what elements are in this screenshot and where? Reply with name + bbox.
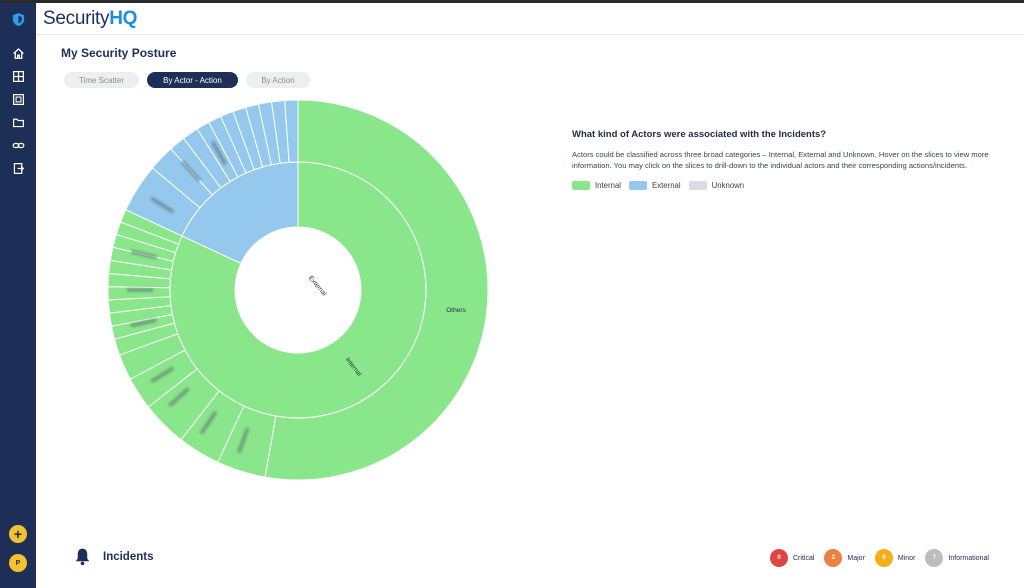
blurred-slice-label-1	[236, 427, 250, 454]
minor-count: 9	[874, 549, 893, 567]
info-description: Actors could be classified across three …	[572, 150, 989, 171]
blurred-slice-label-6	[127, 288, 153, 292]
tab-by-actor-action[interactable]: By Actor - Action	[147, 72, 238, 88]
outer-slice-external-12[interactable]	[284, 99, 299, 163]
legend-swatch-unknown	[688, 180, 707, 190]
info-panel: What kind of Actors were associated with…	[572, 129, 1012, 190]
legend-label-external: External	[652, 180, 681, 190]
outer-label-others: Others	[446, 307, 466, 314]
folder-icon[interactable]	[8, 113, 28, 131]
informational-label: Informational	[948, 554, 989, 562]
blurred-slice-label-3	[168, 386, 191, 408]
logo-accent-text: HQ	[109, 8, 138, 29]
exit-icon[interactable]	[8, 159, 28, 177]
major-count: 2	[824, 549, 843, 567]
blurred-slice-label-5	[130, 318, 157, 328]
legend-label-internal: Internal	[595, 180, 622, 190]
legend-external[interactable]: External	[629, 180, 681, 190]
critical-count: 0	[770, 549, 788, 567]
bell-icon	[75, 548, 90, 566]
sunburst-center-hole	[235, 227, 361, 353]
view-tabs: Time Scatter By Actor - Action By Action	[64, 72, 310, 88]
shield-logo-icon[interactable]	[8, 10, 28, 28]
widget-icon[interactable]	[8, 90, 28, 108]
info-title: What kind of Actors were associated with…	[572, 129, 827, 140]
blurred-slice-label-4	[150, 366, 175, 384]
home-icon[interactable]	[8, 44, 28, 62]
chart-legend: Internal External Unknown	[572, 180, 1012, 190]
incidents-title: Incidents	[103, 550, 154, 563]
blurred-slice-label-9	[180, 160, 202, 183]
header: SecurityHQ	[36, 3, 1024, 35]
minor-label: Minor	[897, 554, 916, 562]
blurred-slice-label-7	[130, 249, 158, 260]
app-logo[interactable]: SecurityHQ	[43, 8, 137, 30]
window-top-edge	[0, 0, 1024, 3]
severity-major[interactable]: 2 Major	[824, 549, 865, 567]
page-title: My Security Posture	[61, 46, 177, 60]
informational-count: 7	[925, 549, 944, 567]
logo-text: Security	[43, 8, 110, 29]
severity-minor[interactable]: 9 Minor	[874, 549, 916, 567]
legend-internal[interactable]: Internal	[572, 180, 622, 190]
blurred-slice-label-2	[199, 410, 218, 435]
legend-unknown[interactable]: Unknown	[688, 180, 745, 190]
major-label: Major	[847, 554, 865, 562]
add-button[interactable]: +	[9, 525, 27, 543]
legend-swatch-external	[629, 180, 648, 190]
blurred-slice-label-10	[210, 140, 228, 166]
incidents-section-header: Incidents	[74, 547, 153, 566]
legend-label-unknown: Unknown	[711, 180, 745, 190]
tab-time-scatter[interactable]: Time Scatter	[64, 72, 139, 88]
tab-by-action[interactable]: By Action	[246, 72, 310, 88]
link-icon[interactable]	[8, 136, 28, 154]
legend-swatch-internal	[572, 180, 590, 190]
grid-icon[interactable]	[8, 67, 28, 85]
profile-avatar[interactable]: P	[9, 554, 27, 572]
severity-critical[interactable]: 0 Critical	[770, 549, 814, 567]
sidebar: + P	[0, 3, 36, 588]
critical-label: Critical	[793, 554, 815, 562]
severity-summary: 0 Critical 2 Major 9 Minor 7 Informational	[770, 549, 989, 567]
severity-informational[interactable]: 7 Informational	[925, 549, 989, 567]
outer-slice-others[interactable]	[264, 99, 489, 481]
actor-sunburst-chart: External Internal Others	[107, 99, 489, 481]
blurred-slice-label-8	[150, 196, 175, 214]
